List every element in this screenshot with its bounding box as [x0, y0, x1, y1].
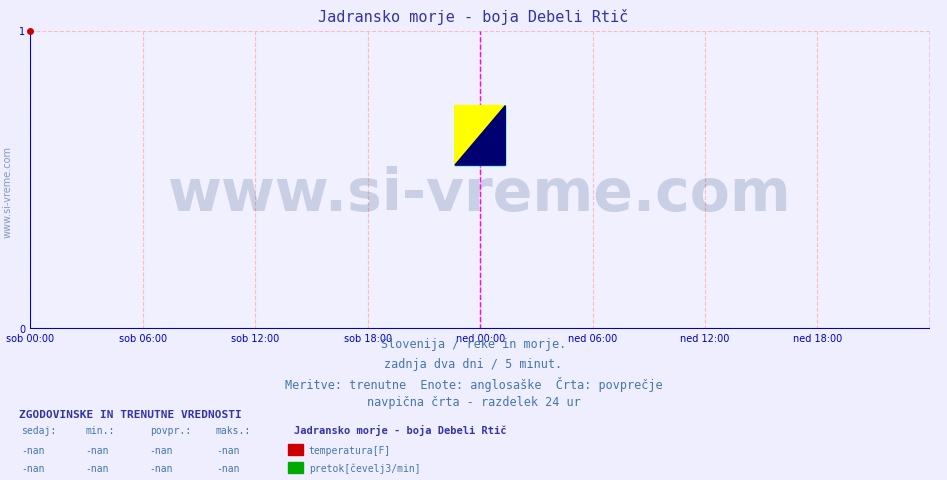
Text: -nan: -nan	[21, 464, 45, 474]
Text: -nan: -nan	[216, 445, 240, 456]
Text: -nan: -nan	[85, 464, 109, 474]
Text: -nan: -nan	[85, 445, 109, 456]
Text: -nan: -nan	[21, 445, 45, 456]
Text: Jadransko morje - boja Debeli Rtič: Jadransko morje - boja Debeli Rtič	[318, 9, 629, 25]
Text: Meritve: trenutne  Enote: anglosaške  Črta: povprečje: Meritve: trenutne Enote: anglosaške Črta…	[285, 377, 662, 392]
Text: www.si-vreme.com: www.si-vreme.com	[3, 146, 12, 238]
Text: -nan: -nan	[216, 464, 240, 474]
Text: www.si-vreme.com: www.si-vreme.com	[169, 167, 792, 223]
Text: sedaj:: sedaj:	[21, 426, 56, 436]
Text: pretok[čevelj3/min]: pretok[čevelj3/min]	[309, 463, 420, 474]
Text: Slovenija / reke in morje.: Slovenija / reke in morje.	[381, 338, 566, 351]
Text: povpr.:: povpr.:	[150, 426, 190, 436]
Text: -nan: -nan	[150, 464, 173, 474]
Polygon shape	[455, 106, 506, 165]
Polygon shape	[455, 106, 506, 165]
Text: navpična črta - razdelek 24 ur: navpična črta - razdelek 24 ur	[366, 396, 581, 409]
Text: maks.:: maks.:	[216, 426, 251, 436]
Polygon shape	[455, 106, 506, 165]
Text: zadnja dva dni / 5 minut.: zadnja dva dni / 5 minut.	[384, 358, 563, 371]
Text: temperatura[F]: temperatura[F]	[309, 445, 391, 456]
Bar	[455, 106, 506, 165]
Text: min.:: min.:	[85, 426, 115, 436]
Text: ZGODOVINSKE IN TRENUTNE VREDNOSTI: ZGODOVINSKE IN TRENUTNE VREDNOSTI	[19, 409, 241, 420]
Text: Jadransko morje - boja Debeli Rtič: Jadransko morje - boja Debeli Rtič	[294, 425, 506, 436]
Text: -nan: -nan	[150, 445, 173, 456]
Polygon shape	[455, 106, 506, 165]
